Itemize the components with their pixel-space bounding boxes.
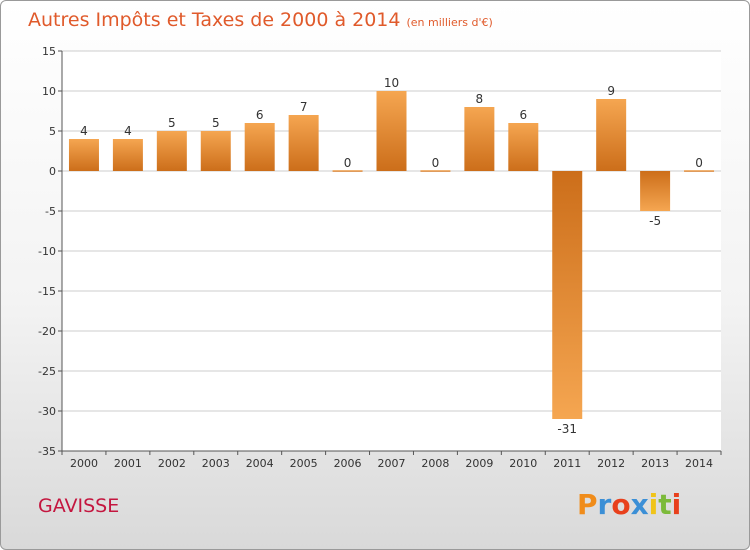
bar	[508, 123, 539, 171]
data-label: 4	[124, 124, 132, 138]
y-tick-label: -10	[38, 245, 56, 258]
x-tick-label: 2001	[114, 457, 142, 470]
bar	[552, 171, 583, 419]
proxiti-logo: Proxiti	[577, 488, 681, 521]
y-tick-label: -35	[38, 445, 56, 458]
x-tick-label: 2000	[70, 457, 98, 470]
x-tick-label: 2004	[246, 457, 274, 470]
x-tick-label: 2013	[641, 457, 669, 470]
y-tick-label: 15	[42, 45, 56, 58]
bar	[420, 170, 451, 172]
data-label: 7	[300, 100, 308, 114]
bar	[332, 170, 363, 172]
logo-letter: P	[577, 488, 598, 521]
x-tick-label: 2012	[597, 457, 625, 470]
data-label: 8	[476, 92, 484, 106]
bar	[244, 123, 275, 171]
bar	[376, 91, 407, 171]
chart-title: Autres Impôts et Taxes de 2000 à 2014 (en…	[28, 9, 493, 31]
logo-letter: r	[597, 488, 612, 521]
x-tick-label: 2007	[378, 457, 406, 470]
chart-unit: (en milliers d'€)	[406, 16, 493, 29]
y-tick-label: 0	[49, 165, 56, 178]
y-tick-label: 10	[42, 85, 56, 98]
y-tick-label: 5	[49, 125, 56, 138]
data-label: 6	[519, 108, 527, 122]
logo-letter: t	[658, 488, 672, 521]
x-tick-label: 2014	[685, 457, 713, 470]
data-label: 4	[80, 124, 88, 138]
x-tick-label: 2005	[290, 457, 318, 470]
chart-title-text: Autres Impôts et Taxes de 2000 à 2014	[28, 9, 401, 31]
bar	[684, 170, 715, 172]
data-label: -5	[649, 214, 661, 228]
y-tick-label: -15	[38, 285, 56, 298]
data-label: 6	[256, 108, 264, 122]
x-tick-label: 2010	[509, 457, 537, 470]
bar	[200, 131, 231, 171]
logo-letter: o	[611, 488, 631, 521]
data-label: -31	[557, 422, 577, 436]
y-tick-label: -30	[38, 405, 56, 418]
bar	[640, 171, 671, 211]
bar	[596, 99, 627, 171]
x-tick-label: 2009	[465, 457, 493, 470]
data-label: 5	[212, 116, 220, 130]
x-tick-label: 2008	[421, 457, 449, 470]
bar	[68, 139, 99, 171]
commune-name: GAVISSE	[38, 495, 120, 517]
x-tick-label: 2006	[334, 457, 362, 470]
bar	[288, 115, 319, 171]
x-tick-label: 2002	[158, 457, 186, 470]
bar	[464, 107, 495, 171]
y-tick-label: -5	[45, 205, 56, 218]
logo-letter: i	[671, 488, 682, 521]
data-label: 0	[432, 156, 440, 170]
data-label: 0	[695, 156, 703, 170]
y-tick-label: -20	[38, 325, 56, 338]
data-label: 10	[384, 76, 399, 90]
y-tick-label: -25	[38, 365, 56, 378]
data-label: 9	[607, 84, 615, 98]
data-label: 0	[344, 156, 352, 170]
bar	[112, 139, 143, 171]
logo-letter: x	[630, 488, 649, 521]
x-tick-label: 2003	[202, 457, 230, 470]
bar	[156, 131, 187, 171]
data-label: 5	[168, 116, 176, 130]
x-tick-label: 2011	[553, 457, 581, 470]
logo-letter: i	[648, 488, 659, 521]
